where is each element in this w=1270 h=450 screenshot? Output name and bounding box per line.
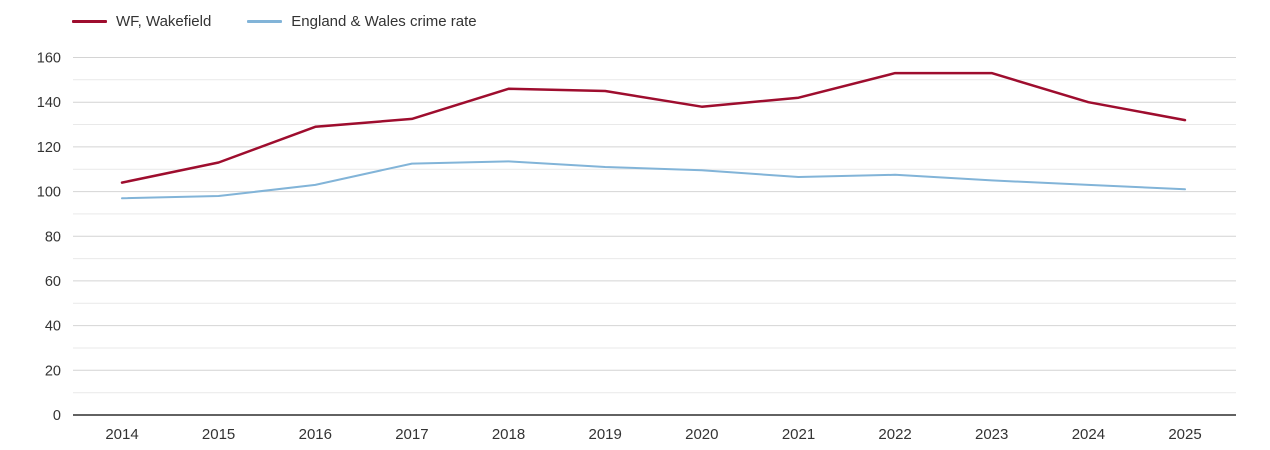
y-tick-label: 140: [37, 95, 61, 111]
y-tick-label: 80: [45, 229, 61, 245]
y-tick-label: 60: [45, 274, 61, 290]
y-tick-label: 160: [37, 51, 61, 67]
series-line-england-wales[interactable]: [121, 160, 1186, 200]
y-tick-label: 100: [37, 185, 61, 201]
y-tick-label: 120: [37, 140, 61, 156]
x-tick-label: 2015: [202, 426, 235, 443]
series-line-wakefield[interactable]: [120, 71, 1187, 184]
x-tick-label: 2018: [492, 426, 525, 443]
legend-label-england-wales: England & Wales crime rate: [291, 13, 477, 30]
legend: WF, Wakefield England & Wales crime rate: [72, 14, 477, 29]
x-tick-label: 2016: [299, 426, 332, 443]
x-tick-label: 2025: [1168, 426, 1201, 443]
legend-item-england-wales[interactable]: England & Wales crime rate: [247, 13, 477, 30]
x-tick-label: 2024: [1072, 426, 1105, 443]
wakefield-line-swatch-icon: [72, 20, 107, 23]
y-tick-label: 40: [45, 319, 61, 335]
x-tick-label: 2022: [878, 426, 911, 443]
x-tick-label: 2017: [395, 426, 428, 443]
x-tick-label: 2021: [782, 426, 815, 443]
legend-item-wakefield[interactable]: WF, Wakefield: [72, 14, 211, 29]
y-tick-label: 20: [45, 363, 61, 379]
legend-label-wakefield: WF, Wakefield: [116, 13, 212, 30]
x-tick-label: 2023: [975, 426, 1008, 443]
x-tick-label: 2019: [589, 426, 622, 443]
england-wales-line-swatch-icon: [247, 20, 283, 23]
y-tick-label: 0: [53, 408, 61, 424]
x-tick-label: 2014: [105, 426, 138, 443]
x-tick-label: 2020: [685, 426, 718, 443]
